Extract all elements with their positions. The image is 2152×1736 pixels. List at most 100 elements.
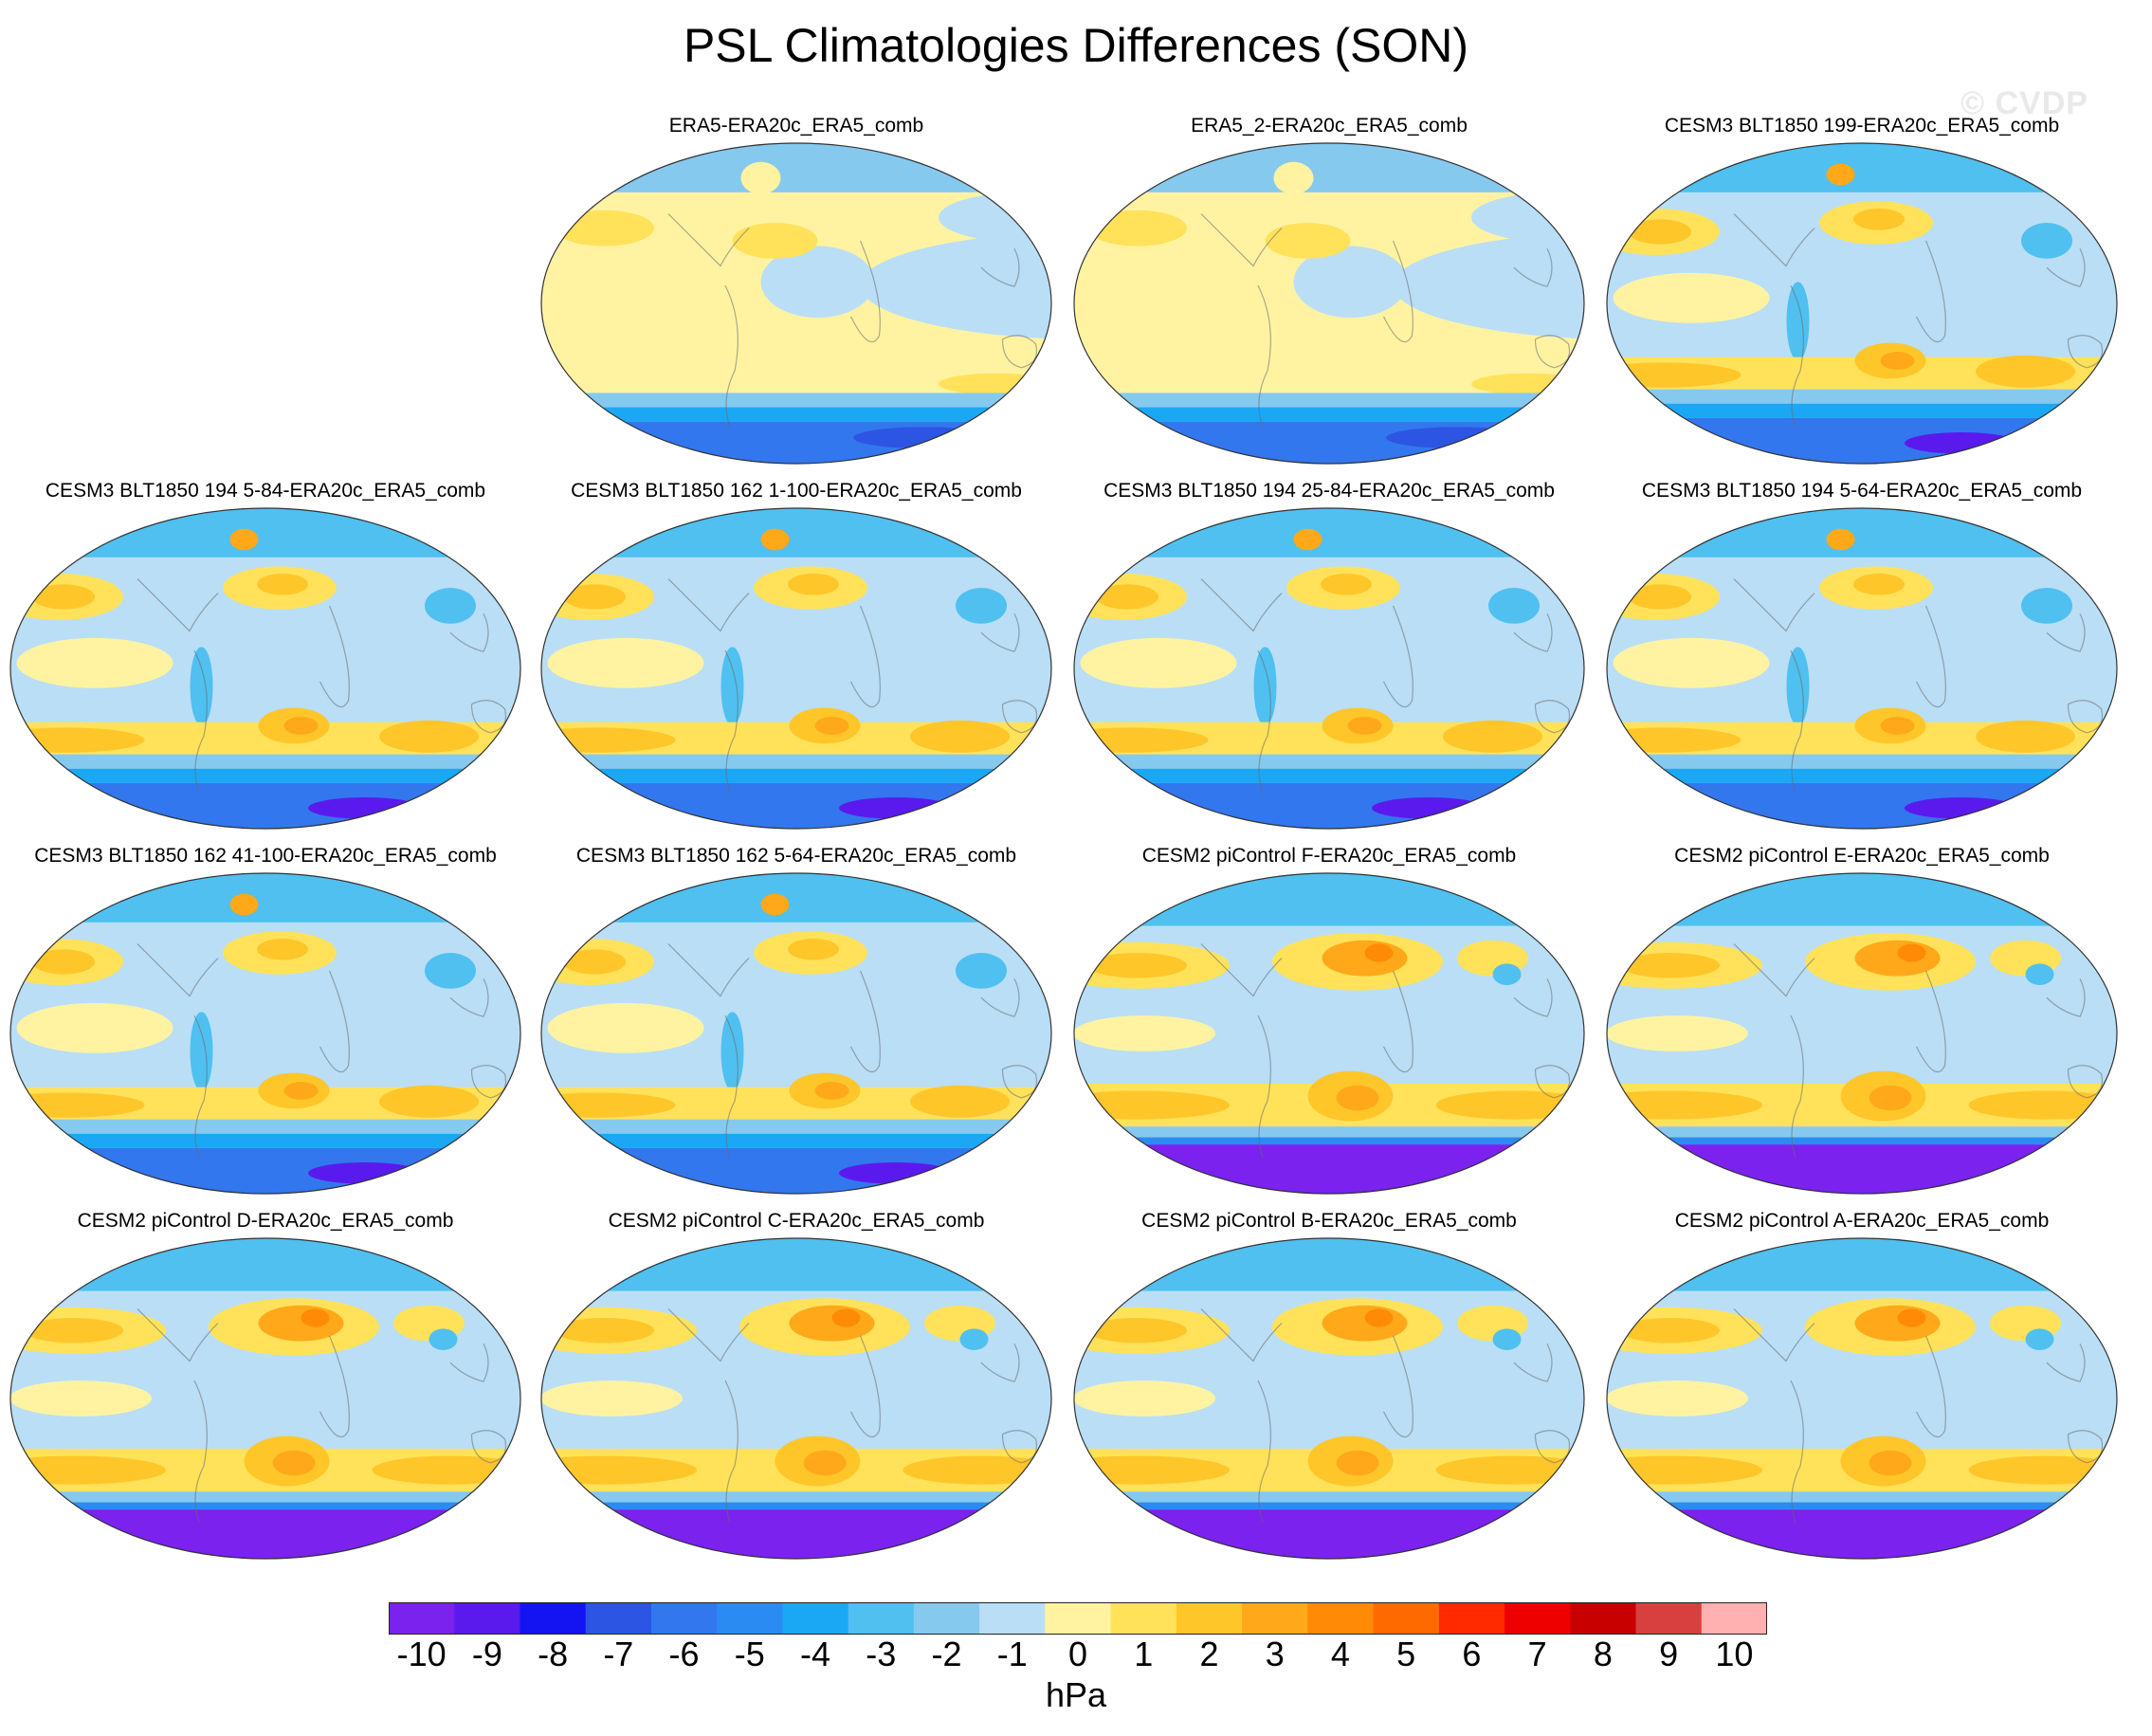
- australia-coast: [2067, 335, 2104, 369]
- colorbar-box: [1505, 1602, 1571, 1635]
- central-pacific-anomaly: [10, 1380, 152, 1416]
- panel-title: CESM2 piControl C-ERA20c_ERA5_comb: [608, 1210, 985, 1232]
- north-pacific-high-core: [1087, 953, 1187, 978]
- map-outline: [540, 142, 1052, 465]
- andes-low: [1253, 647, 1277, 726]
- africa-coast: [1382, 240, 1413, 343]
- africa-coast: [1915, 605, 1946, 708]
- north-america-coast: [1733, 213, 1815, 267]
- australia-coast: [1534, 1065, 1571, 1099]
- map-outline: [9, 1237, 521, 1560]
- central-pacific-anomaly: [16, 1002, 173, 1053]
- colorbar-box: [782, 1602, 849, 1635]
- north-america-coast: [667, 1308, 750, 1362]
- andes-low: [1786, 647, 1810, 726]
- north-pacific-high-core: [1620, 953, 1720, 978]
- south-america-coast: [1790, 284, 1804, 429]
- arctic-low-band: [1607, 873, 2117, 926]
- tibet-low: [2025, 963, 2054, 985]
- indian-ocean-high: [1968, 1455, 2117, 1485]
- panel-title: CESM2 piControl B-ERA20c_ERA5_comb: [1141, 1210, 1517, 1232]
- north-pacific-high-core: [32, 949, 95, 975]
- south-atlantic-high-core: [283, 717, 319, 735]
- southern-ocean-band-2: [1607, 403, 2117, 418]
- southeast-asia-coast: [980, 612, 1020, 652]
- antarctic-low-band: [1607, 1509, 2117, 1559]
- southern-ocean-band-2: [1607, 1502, 2117, 1510]
- antarctic-low-band: [1607, 782, 2117, 829]
- tibet-low: [959, 1328, 989, 1350]
- greenland-high: [229, 893, 259, 916]
- colorbar-tick-label: -10: [396, 1635, 447, 1673]
- map-panel: CESM3 BLT1850 162 1-100-ERA20c_ERA5_comb: [531, 479, 1062, 839]
- tibet-low: [2025, 1328, 2054, 1350]
- southern-ocean-band-1: [1074, 393, 1584, 408]
- southeast-asia-coast: [980, 978, 1020, 1017]
- south-atlantic-high-core: [283, 1082, 319, 1100]
- south-america-coast: [1257, 1014, 1271, 1159]
- north-america-coast: [137, 943, 219, 997]
- north-atlantic-high-core: [788, 573, 839, 595]
- south-america-coast: [1257, 649, 1271, 794]
- map-panel: CESM3 BLT1850 194 5-64-ERA20c_ERA5_comb: [1596, 479, 2127, 839]
- map-outline: [1073, 507, 1585, 830]
- antarctic-low-band: [1074, 1144, 1584, 1194]
- antarctic-low-band: [1074, 1509, 1584, 1559]
- antarctic-minimum: [853, 427, 995, 448]
- psl-difference-map: [9, 872, 521, 1195]
- southern-ocean-band-2: [541, 1133, 1051, 1148]
- psl-difference-map: [540, 507, 1052, 830]
- australia-coast: [470, 1065, 507, 1099]
- australia-coast: [2067, 1065, 2104, 1099]
- indian-ocean-high: [1471, 373, 1584, 395]
- tibet-low: [2021, 223, 2072, 259]
- map-panel: CESM3 BLT1850 194 25-84-ERA20c_ERA5_comb: [1064, 479, 1595, 839]
- map-panel: CESM3 BLT1850 162 41-100-ERA20c_ERA5_com…: [0, 844, 531, 1204]
- australia-coast: [1001, 700, 1038, 734]
- southern-ocean-band-1: [1607, 1126, 2117, 1138]
- map-outline: [9, 507, 521, 830]
- australia-coast: [1534, 1430, 1571, 1464]
- map-outline: [1606, 1237, 2118, 1560]
- southeast-asia-coast: [449, 1343, 489, 1382]
- psl-difference-map: [1606, 1237, 2118, 1560]
- north-atlantic-high-core: [1854, 940, 1941, 977]
- australia-coast: [470, 700, 507, 734]
- map-outline: [1073, 872, 1585, 1195]
- panel-title: ERA5-ERA20c_ERA5_comb: [668, 115, 924, 137]
- coastlines: [1733, 578, 2104, 794]
- coastlines: [137, 578, 507, 794]
- central-pacific-anomaly: [1074, 1380, 1215, 1416]
- north-america-coast: [137, 1308, 219, 1362]
- map-outline: [540, 507, 1052, 830]
- southern-ocean-band-2: [10, 1502, 520, 1510]
- colorbar-tick-label: -5: [734, 1635, 765, 1673]
- southeast-asia-coast: [449, 978, 489, 1017]
- psl-difference-map: [540, 1237, 1052, 1560]
- indian-ocean-high: [1443, 720, 1542, 753]
- colorbar-tick-label: 9: [1659, 1635, 1679, 1673]
- north-america-coast: [1200, 213, 1283, 267]
- colorbar-box: [1701, 1602, 1767, 1635]
- southeast-asia-coast: [449, 612, 489, 652]
- arctic-low-band: [1607, 1238, 2117, 1291]
- southeast-asia-coast: [1513, 612, 1553, 652]
- map-outline: [1073, 1237, 1585, 1560]
- colorbar-box: [520, 1602, 587, 1635]
- australia-coast: [2067, 700, 2104, 734]
- arctic-low-band: [10, 1238, 520, 1291]
- colorbar: [389, 1602, 1767, 1635]
- africa-coast: [319, 605, 350, 708]
- north-america-coast: [667, 213, 750, 267]
- tibet-low: [1492, 963, 1522, 985]
- psl-difference-map: [1606, 872, 2118, 1195]
- southern-ocean-band-2: [10, 1133, 520, 1148]
- arctic-low-band: [10, 873, 520, 923]
- colorbar-box: [1242, 1602, 1308, 1635]
- central-pacific-anomaly: [16, 637, 173, 688]
- southern-ocean-band-2: [541, 768, 1051, 783]
- colorbar-box: [1438, 1602, 1505, 1635]
- psl-difference-map: [1073, 1237, 1585, 1560]
- south-atlantic-high-core: [803, 1450, 847, 1476]
